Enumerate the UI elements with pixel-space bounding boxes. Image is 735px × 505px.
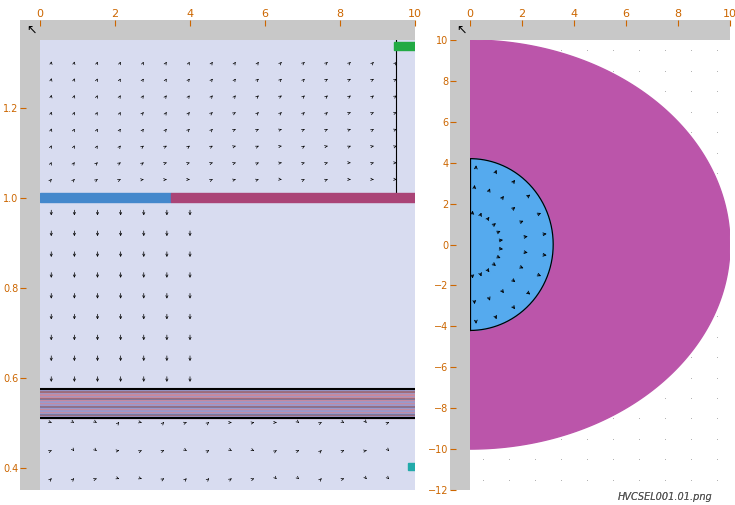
Bar xyxy=(40,193,171,202)
Bar xyxy=(40,400,415,402)
Bar xyxy=(408,463,425,470)
Polygon shape xyxy=(470,40,730,449)
Text: ↖: ↖ xyxy=(456,24,467,36)
Bar xyxy=(40,390,415,392)
Bar xyxy=(40,397,415,399)
Polygon shape xyxy=(470,159,553,330)
Bar xyxy=(40,409,415,411)
Bar xyxy=(40,396,415,397)
Bar xyxy=(40,418,415,490)
Bar xyxy=(40,394,415,396)
Bar xyxy=(40,415,415,417)
Text: ↖: ↖ xyxy=(26,24,37,36)
Bar xyxy=(40,392,415,393)
Bar xyxy=(40,407,415,408)
Bar xyxy=(40,197,415,389)
Bar xyxy=(40,40,415,197)
Bar xyxy=(40,402,415,403)
Bar xyxy=(40,414,415,415)
Text: HVCSEL001.01.png: HVCSEL001.01.png xyxy=(618,492,713,502)
Bar xyxy=(40,411,415,412)
Bar xyxy=(40,399,415,400)
Bar xyxy=(40,405,415,407)
Bar xyxy=(40,408,415,409)
Bar xyxy=(171,193,415,202)
Text: HVCSEL001.01.png: HVCSEL001.01.png xyxy=(618,492,713,502)
Bar xyxy=(40,412,415,414)
Bar xyxy=(40,417,415,418)
Bar xyxy=(40,393,415,394)
Bar xyxy=(40,403,415,405)
Bar xyxy=(40,389,415,390)
Bar xyxy=(395,42,415,50)
